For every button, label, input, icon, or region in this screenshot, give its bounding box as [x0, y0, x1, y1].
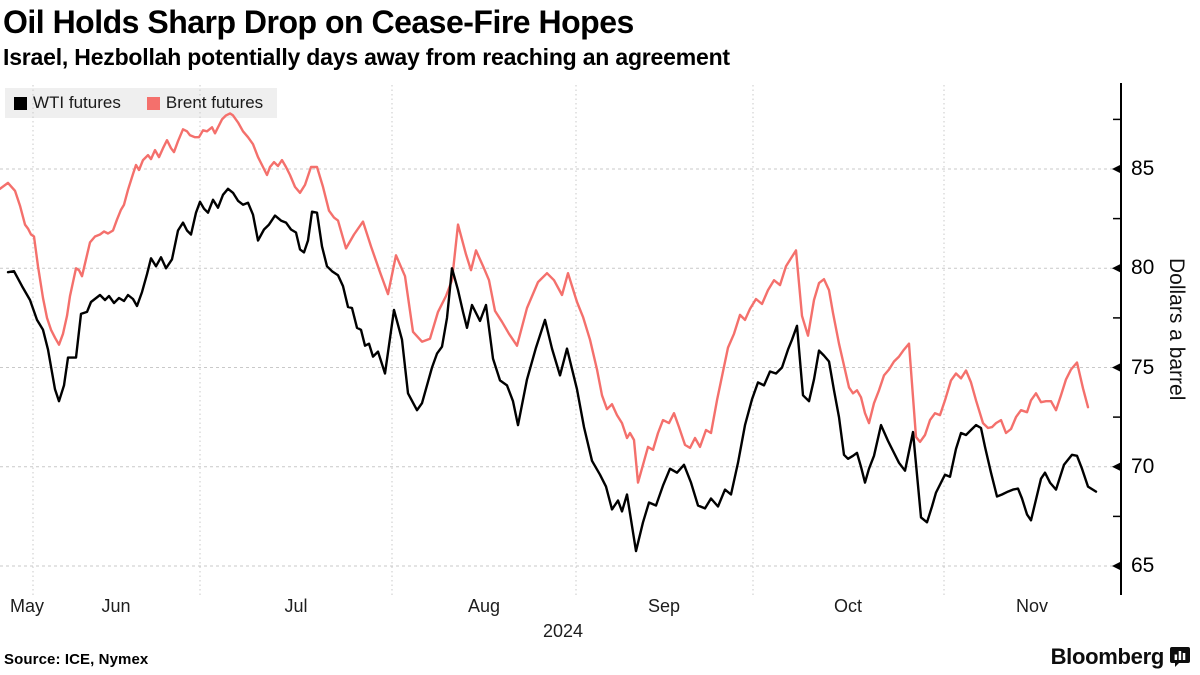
bloomberg-logo: Bloomberg — [1051, 644, 1190, 670]
bloomberg-chart-bubble-icon — [1170, 647, 1190, 667]
legend-label-wti: WTI futures — [33, 93, 121, 112]
brent-swatch-icon — [146, 96, 160, 110]
y-axis-tick-label-85: 85 — [1131, 157, 1155, 180]
x-axis-year-label: 2024 — [542, 621, 584, 641]
y-axis-tick-label-65: 65 — [1131, 554, 1155, 577]
y-major-tick-arrow — [1112, 263, 1121, 273]
x-axis-label-sep: Sep — [647, 596, 681, 616]
y-axis-tick-label-70: 70 — [1131, 454, 1155, 478]
y-major-tick-arrow — [1112, 164, 1121, 174]
x-axis-label-aug: Aug — [467, 596, 501, 616]
legend-item-brent: Brent futures — [146, 93, 264, 113]
series-line-brent-futures — [0, 112, 1090, 484]
source-note: Source: ICE, Nymex — [4, 651, 149, 668]
x-axis-label-oct: Oct — [833, 596, 863, 616]
y-major-tick-arrow — [1112, 363, 1121, 372]
legend-label-brent: Brent futures — [165, 93, 264, 112]
x-axis-label-jun: Jun — [101, 596, 131, 616]
page-subtitle: Israel, Hezbollah potentially days away … — [3, 44, 730, 70]
chart-legend: WTI futures Brent futures — [5, 88, 278, 118]
series-line-wti-futures — [6, 187, 1098, 553]
y-axis-tick-label-75: 75 — [1131, 355, 1155, 379]
y-axis-title: Dollars a barrel — [1165, 258, 1188, 401]
x-axis-label-nov: Nov — [1015, 596, 1049, 616]
y-major-tick-arrow — [1112, 462, 1121, 472]
y-major-tick-arrow — [1112, 561, 1121, 571]
page-title: Oil Holds Sharp Drop on Cease-Fire Hopes — [3, 4, 634, 40]
legend-item-wti: WTI futures — [14, 93, 121, 113]
bloomberg-wordmark: Bloomberg — [1050, 644, 1165, 669]
wti-swatch-icon — [14, 96, 27, 110]
y-axis-tick-label-80: 80 — [1131, 256, 1155, 280]
x-axis-label-jul: Jul — [284, 596, 308, 616]
x-axis-label-may: May — [9, 596, 45, 616]
